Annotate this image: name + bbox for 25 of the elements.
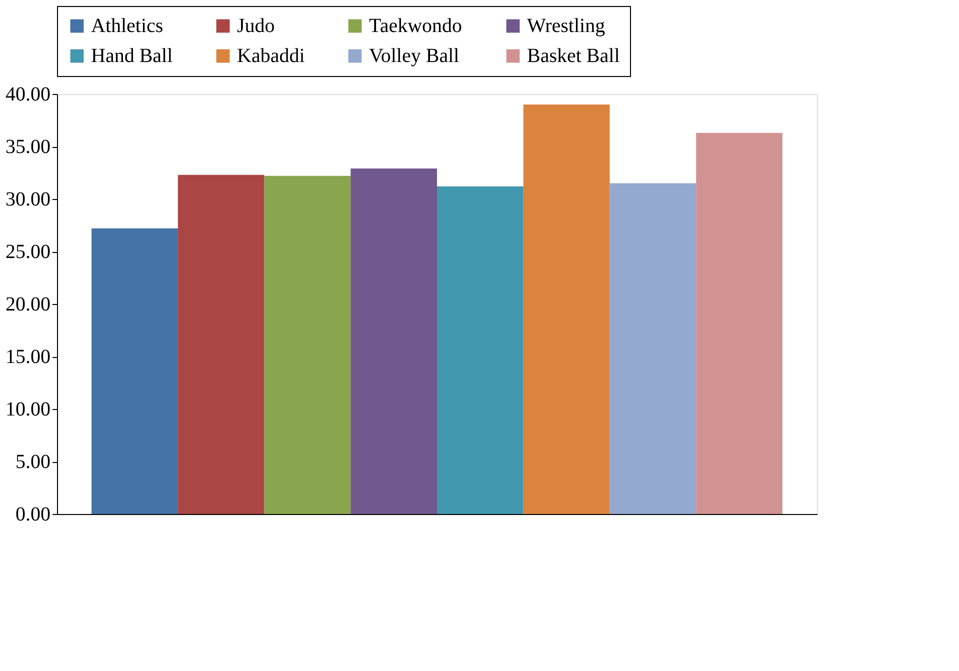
- legend-label: Kabaddi: [237, 45, 306, 67]
- legend-label: Athletics: [91, 15, 164, 37]
- legend-label: Judo: [237, 15, 275, 37]
- y-tick-label: 5.00: [16, 451, 50, 473]
- y-tick-label: 35.00: [6, 136, 50, 158]
- bar: [92, 228, 178, 514]
- y-tick-label: 25.00: [6, 241, 50, 263]
- bar: [696, 132, 782, 514]
- legend-label: Wrestling: [527, 15, 606, 37]
- y-tick-label: 30.00: [6, 188, 50, 210]
- bar: [437, 186, 524, 514]
- y-tick-label: 20.00: [6, 294, 50, 316]
- legend-label: Volley Ball: [369, 45, 460, 67]
- bar: [523, 104, 610, 514]
- y-tick-label: 15.00: [6, 346, 50, 368]
- legend-label: Basket Ball: [527, 45, 620, 67]
- bar: [178, 174, 264, 514]
- y-tick-label: 40.00: [6, 84, 50, 106]
- bar: [610, 183, 696, 514]
- bar: [350, 168, 437, 514]
- y-tick-label: 0.00: [16, 504, 50, 526]
- y-tick-label: 10.00: [6, 398, 50, 420]
- bar: [264, 176, 351, 514]
- legend-label: Hand Ball: [91, 45, 174, 67]
- legend-label: Taekwondo: [369, 15, 462, 37]
